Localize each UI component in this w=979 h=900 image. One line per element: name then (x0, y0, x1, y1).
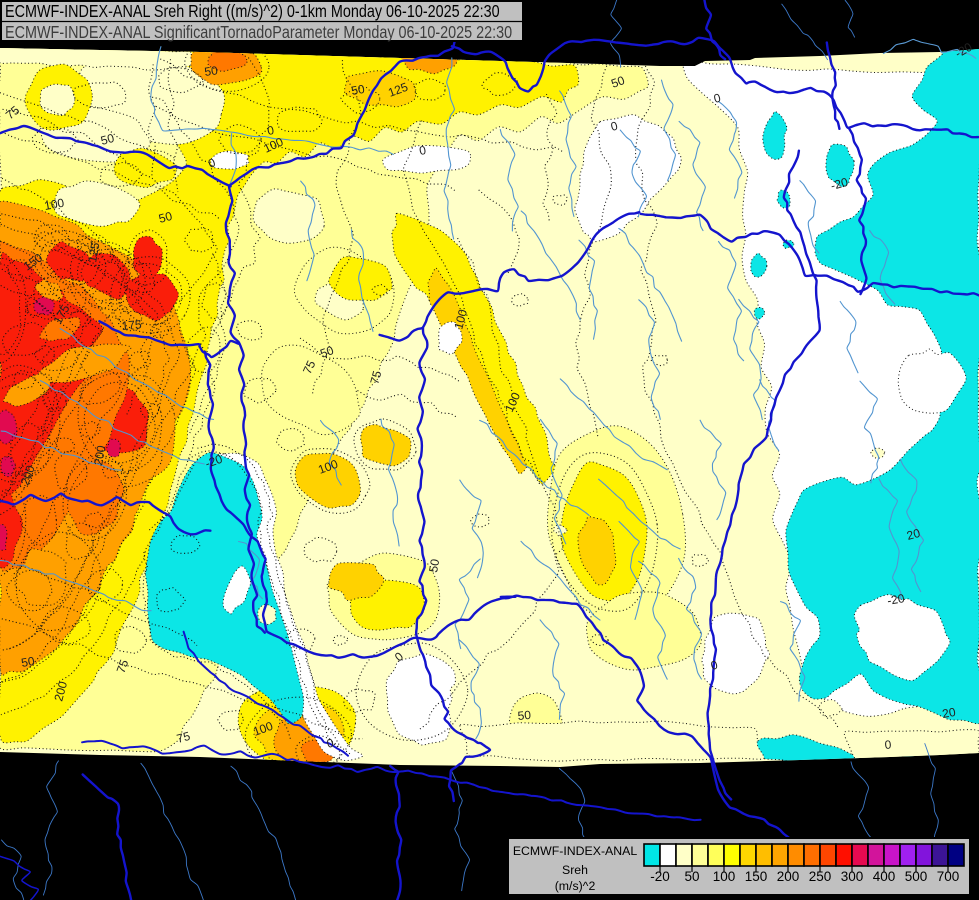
svg-text:75: 75 (175, 729, 192, 746)
svg-text:200: 200 (91, 444, 108, 466)
svg-text:50: 50 (318, 343, 336, 361)
svg-text:-20: -20 (650, 869, 670, 884)
svg-text:75: 75 (367, 369, 384, 386)
svg-text:0: 0 (325, 736, 335, 751)
svg-text:-20: -20 (829, 175, 850, 193)
svg-text:ECMWF-INDEX-ANAL: ECMWF-INDEX-ANAL (513, 844, 637, 858)
svg-text:-20: -20 (886, 591, 906, 608)
svg-text:125: 125 (386, 80, 410, 100)
svg-text:200: 200 (51, 679, 70, 702)
svg-text:(m/s)^2: (m/s)^2 (555, 879, 596, 893)
svg-text:400: 400 (873, 869, 896, 884)
svg-text:Sreh: Sreh (562, 863, 588, 877)
svg-text:75: 75 (300, 358, 318, 376)
svg-text:300: 300 (841, 869, 864, 884)
svg-text:175: 175 (121, 317, 142, 333)
svg-text:700: 700 (937, 869, 960, 884)
svg-text:50: 50 (20, 654, 36, 670)
svg-text:0: 0 (709, 658, 719, 673)
svg-text:150: 150 (745, 869, 768, 884)
svg-text:-20: -20 (203, 452, 224, 471)
svg-text:0: 0 (206, 155, 217, 171)
svg-text:75: 75 (114, 657, 132, 675)
svg-text:0: 0 (266, 123, 275, 138)
svg-text:500: 500 (905, 869, 928, 884)
svg-text:50: 50 (609, 73, 627, 91)
svg-text:20: 20 (941, 705, 957, 721)
svg-text:100: 100 (43, 196, 65, 213)
svg-text:50: 50 (517, 708, 532, 723)
svg-text:50: 50 (426, 558, 442, 574)
svg-text:100: 100 (451, 307, 470, 330)
svg-text:0: 0 (884, 737, 892, 752)
svg-text:100: 100 (713, 869, 736, 884)
svg-text:50: 50 (99, 131, 116, 148)
svg-text:20: 20 (905, 526, 922, 543)
svg-text:0: 0 (418, 143, 427, 158)
svg-text:200: 200 (18, 463, 38, 487)
svg-text:ECMWF-INDEX-ANAL Sreh Right ((: ECMWF-INDEX-ANAL Sreh Right ((m/s)^2) 0-… (5, 2, 500, 22)
svg-text:125: 125 (85, 241, 102, 263)
svg-text:200: 200 (777, 869, 800, 884)
svg-text:100: 100 (316, 457, 340, 477)
svg-text:100: 100 (251, 719, 275, 739)
svg-text:250: 250 (809, 869, 832, 884)
svg-text:50: 50 (157, 209, 174, 226)
svg-text:ECMWF-INDEX-ANAL SignificantTo: ECMWF-INDEX-ANAL SignificantTornadoParam… (5, 23, 512, 43)
svg-text:50: 50 (684, 869, 699, 884)
svg-text:0: 0 (609, 119, 619, 134)
svg-text:50: 50 (203, 63, 218, 79)
svg-text:50: 50 (350, 82, 366, 98)
svg-text:0: 0 (712, 91, 722, 106)
